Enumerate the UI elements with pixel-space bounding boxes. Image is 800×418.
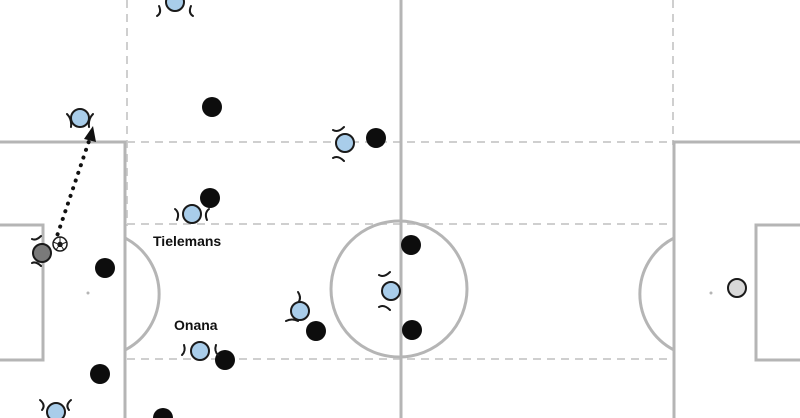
team-a-player bbox=[174, 204, 210, 224]
pass-arrow bbox=[53, 126, 96, 244]
right-penalty-spot bbox=[709, 291, 713, 295]
team-b-player bbox=[95, 258, 115, 278]
left-penalty-area bbox=[0, 140, 127, 418]
goalkeeper bbox=[31, 235, 52, 267]
team-a-player bbox=[66, 108, 94, 128]
team-b-player bbox=[401, 235, 421, 255]
team-b-player bbox=[366, 128, 386, 148]
right-penalty-area bbox=[672, 140, 800, 418]
left-goal-area bbox=[0, 223, 45, 362]
team-b-player bbox=[215, 350, 235, 370]
left-penalty-spot bbox=[86, 291, 90, 295]
team-a-player bbox=[285, 291, 310, 322]
team-b-player bbox=[200, 188, 220, 208]
team-a-player bbox=[378, 271, 401, 311]
team-b-player bbox=[402, 320, 422, 340]
team-a-players bbox=[39, 0, 401, 418]
team-a-player bbox=[39, 399, 72, 418]
team-a-player bbox=[181, 341, 219, 361]
opponent-goalkeeper bbox=[727, 278, 747, 298]
team-b-player bbox=[90, 364, 110, 384]
label-onana: Onana bbox=[174, 317, 218, 333]
team-b-player bbox=[306, 321, 326, 341]
football-icon bbox=[52, 236, 68, 252]
team-b-player bbox=[153, 408, 173, 418]
label-tielemans: Tielemans bbox=[153, 233, 221, 249]
team-a-player bbox=[332, 126, 355, 162]
team-a-player bbox=[156, 0, 194, 17]
left-penalty-arc bbox=[124, 236, 161, 352]
pass-arrowhead bbox=[84, 126, 96, 142]
right-goal-area bbox=[754, 223, 800, 362]
team-b-players bbox=[90, 97, 422, 418]
team-b-player bbox=[202, 97, 222, 117]
right-penalty-arc bbox=[638, 236, 675, 352]
centre-circle bbox=[329, 219, 469, 359]
